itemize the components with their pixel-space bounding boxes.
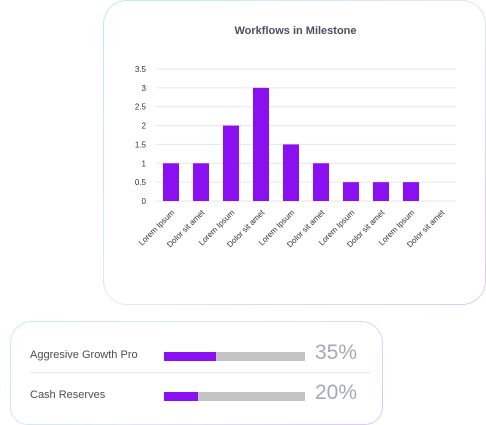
y-tick-label: 2.5: [135, 103, 147, 112]
y-tick-label: 0.5: [135, 178, 147, 187]
bar: [193, 163, 209, 201]
progress-label: Aggresive Growth Pro: [30, 349, 138, 361]
chart-card: Workflows in Milestone 0 0.5 1 1.5 2 2.5 3 3.5 L…: [103, 0, 486, 305]
progress-track: [164, 392, 305, 401]
bar: [163, 163, 179, 201]
progress-card: Aggresive Growth Pro 35% Cash Reserves 2…: [10, 321, 383, 425]
bar: [253, 87, 269, 201]
bar: [313, 163, 329, 201]
progress-label: Cash Reserves: [30, 389, 106, 401]
y-tick-label: 1.5: [135, 140, 147, 149]
y-tick-label: 3: [142, 84, 147, 93]
bar: [343, 182, 359, 201]
progress-track: [164, 352, 305, 361]
progress-row-growth: Aggresive Growth Pro 35%: [11, 341, 384, 371]
progress-divider: [30, 372, 371, 373]
y-tick-label: 3.5: [135, 65, 147, 74]
progress-row-cash: Cash Reserves 20%: [11, 381, 384, 411]
progress-value: 35%: [315, 341, 358, 364]
y-tick-label: 2: [142, 122, 147, 131]
bar: [223, 125, 239, 201]
progress-fill: [164, 352, 217, 361]
bar: [403, 182, 419, 201]
progress-fill: [164, 392, 198, 401]
y-tick-label: 1: [142, 159, 147, 168]
bar: [373, 182, 389, 201]
progress-value: 20%: [315, 381, 358, 404]
chart-title: Workflows in Milestone: [234, 25, 357, 37]
y-tick-label: 0: [142, 197, 147, 206]
bar: [283, 144, 299, 201]
